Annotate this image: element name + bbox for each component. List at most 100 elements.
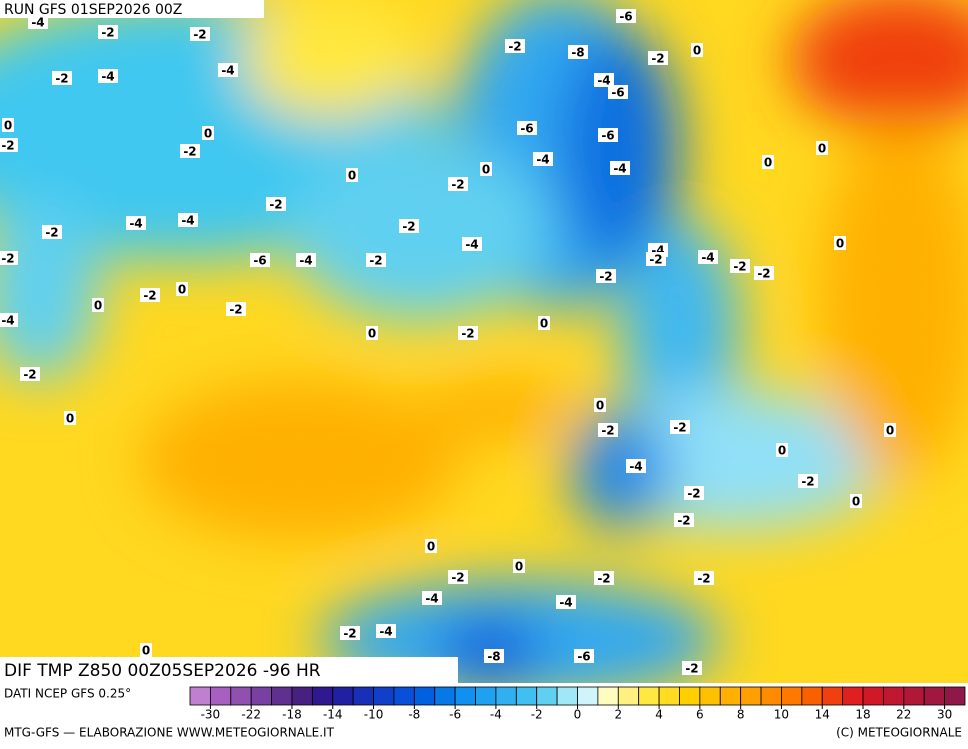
contour-label: -2: [733, 260, 746, 274]
contour-label-box: [594, 73, 614, 87]
colorbar-swatch: [740, 686, 762, 706]
colorbar-swatch: [862, 686, 884, 706]
contour-label: -2: [229, 303, 242, 317]
colorbar-tick-label: 30: [937, 708, 952, 722]
contour-label-box: [610, 161, 630, 175]
colorbar-tick-label: -2: [531, 708, 543, 722]
colorbar-swatch: [556, 686, 578, 706]
contour-label: -2: [801, 475, 814, 489]
colorbar-tick-label: -4: [490, 708, 502, 722]
contour-label-box: [266, 197, 286, 211]
contour-label: -2: [402, 220, 415, 234]
colorbar-swatch: [434, 686, 456, 706]
contour-label-box: [594, 398, 606, 412]
contour-label-box: [608, 85, 628, 99]
contour-label: -2: [269, 198, 282, 212]
contour-label-box: [2, 118, 14, 132]
contour-label: -2: [1, 252, 14, 266]
contour-label: -4: [181, 214, 194, 228]
contour-label-box: [834, 236, 846, 250]
colorbar-tick-label: 14: [815, 708, 830, 722]
contour-label-box: [178, 213, 198, 227]
contour-label-box: [598, 128, 618, 142]
contour-label: -2: [673, 421, 686, 435]
colorbar-swatch: [658, 686, 680, 706]
colorbar-tick-label: 6: [696, 708, 704, 722]
contour-label: -2: [343, 627, 356, 641]
contour-label: -2: [23, 368, 36, 382]
contour-label: 0: [515, 560, 523, 574]
colorbar-swatch: [536, 686, 558, 706]
colorbar-swatch: [413, 686, 436, 706]
contour-label: -2: [45, 226, 58, 240]
contour-label: -2: [685, 662, 698, 676]
colorbar-swatch: [617, 686, 640, 706]
contour-label-box: [20, 367, 40, 381]
colorbar-swatch: [332, 686, 354, 706]
contour-label-box: [674, 513, 694, 527]
contour-label-box: [0, 251, 18, 265]
contour-label-box: [816, 141, 828, 155]
contour-label: -8: [487, 650, 500, 664]
contour-label-box: [730, 259, 750, 273]
contour-label-box: [399, 219, 419, 233]
contour-label-box: [190, 27, 210, 41]
contour-label-box: [296, 253, 316, 267]
contour-label-box: [670, 420, 690, 434]
colorbar-tick-label: -6: [449, 708, 461, 722]
colorbar-swatch: [311, 686, 334, 706]
contour-label: 0: [693, 44, 701, 58]
contour-label-box: [850, 494, 862, 508]
contour-label: -4: [221, 64, 234, 78]
colorbar-tick-label: 10: [774, 708, 789, 722]
contour-label: -6: [601, 129, 614, 143]
contour-label-box: [218, 63, 238, 77]
contour-label: -2: [649, 253, 662, 267]
contour-label: -6: [520, 122, 533, 136]
contour-label-box: [64, 411, 76, 425]
contour-label: -4: [629, 460, 642, 474]
contour-label: -4: [536, 153, 549, 167]
contour-label-box: [28, 15, 48, 29]
contour-label: 0: [764, 156, 772, 170]
contour-label: 0: [94, 299, 102, 313]
contour-label: -6: [619, 10, 632, 24]
colorbar-swatch: [801, 686, 823, 706]
source-label: DATI NCEP GFS 0.25°: [4, 687, 131, 701]
colorbar-swatch: [577, 686, 599, 706]
contour-label: -2: [193, 28, 206, 42]
contour-label: -2: [143, 289, 156, 303]
contour-label-box: [98, 25, 118, 39]
contour-label-box: [513, 559, 525, 573]
contour-label: 0: [836, 237, 844, 251]
contour-label-box: [884, 423, 896, 437]
contour-label-box: [42, 225, 62, 239]
contour-label-box: [92, 298, 104, 312]
contour-label: -2: [451, 571, 464, 585]
contour-label-box: [458, 326, 478, 340]
contour-label: -2: [451, 178, 464, 192]
colorbar-swatch: [352, 686, 374, 706]
contour-label-box: [176, 282, 188, 296]
contour-label-box: [776, 443, 788, 457]
contour-label-box: [202, 126, 214, 140]
colorbar-swatch: [230, 686, 252, 706]
contour-label-box: [646, 252, 666, 266]
contour-label: -4: [379, 625, 392, 639]
colorbar-tick-label: 0: [574, 708, 582, 722]
colorbar-swatch: [250, 686, 272, 706]
contour-label: -2: [599, 270, 612, 284]
contour-label: 0: [178, 283, 186, 297]
contour-label-box: [376, 624, 396, 638]
contour-label: -4: [1, 314, 14, 328]
colorbar-swatch: [291, 686, 313, 706]
contour-label-box: [366, 253, 386, 267]
contour-label: -2: [55, 72, 68, 86]
contour-label-box: [517, 121, 537, 135]
contour-label: 0: [348, 169, 356, 183]
contour-label: 0: [482, 163, 490, 177]
colorbar-tick-label: 18: [855, 708, 870, 722]
contour-label: -4: [299, 254, 312, 268]
contour-label-box: [484, 649, 504, 663]
contour-label: -4: [597, 74, 610, 88]
